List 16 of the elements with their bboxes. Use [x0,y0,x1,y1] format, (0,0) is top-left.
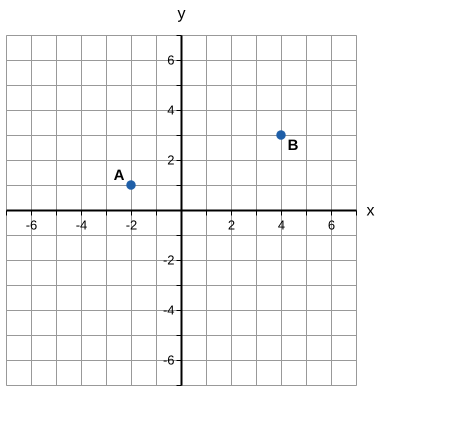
y-tick-label: -2 [162,252,174,268]
x-tick-label: 6 [328,218,336,232]
x-tick-label: -2 [126,218,138,232]
x-tick-label: -4 [76,218,88,232]
annotation: A [114,167,125,184]
y-tick-label: 6 [167,52,174,68]
x-axis-title: x [366,202,374,220]
y-tick-label: -6 [162,352,174,368]
x-tick-label: -6 [26,218,38,232]
y-axis-title: y [178,6,186,22]
y-tick-label: 2 [167,152,174,168]
annotation: B [288,137,299,154]
x-tick-label: 2 [228,218,236,232]
y-tick-label: 4 [167,102,174,118]
y-tick-label: -4 [162,302,174,318]
x-tick-label: 4 [278,218,286,232]
